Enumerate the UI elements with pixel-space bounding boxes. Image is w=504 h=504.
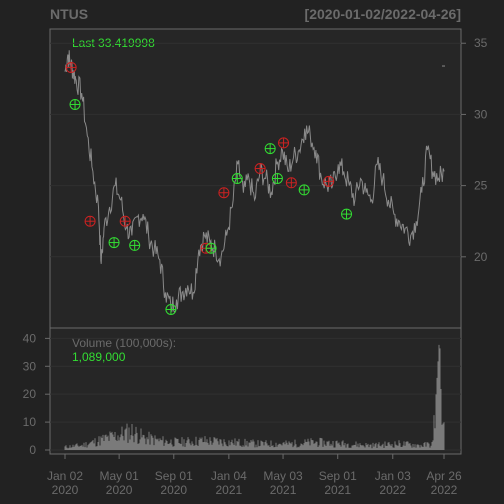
sell-marker [285, 177, 297, 189]
buy-marker [205, 242, 217, 254]
x-tick-year: 2022 [379, 483, 406, 497]
buy-marker [264, 143, 276, 155]
x-tick-date: Sep 01 [155, 469, 193, 483]
x-tick-year: 2022 [431, 483, 458, 497]
x-tick-year: 2020 [106, 483, 133, 497]
buy-marker [298, 184, 310, 196]
sell-marker [65, 61, 77, 73]
sell-marker [278, 137, 290, 149]
x-tick-year: 2021 [216, 483, 243, 497]
volume-ytick-label: 30 [23, 359, 37, 373]
volume-ytick-label: 40 [23, 331, 37, 345]
volume-ytick-label: 10 [23, 415, 37, 429]
sell-marker [323, 175, 335, 187]
buy-marker [69, 98, 81, 110]
volume-ytick-label: 20 [23, 387, 37, 401]
price-panel-bg [49, 28, 462, 329]
x-tick-date: Apr 26 [426, 469, 462, 483]
volume-value: 1,089,000 [72, 350, 126, 364]
buy-marker [165, 303, 177, 315]
sell-marker [119, 215, 131, 227]
volume-panel-bg [49, 327, 462, 455]
symbol-title: NTUS [50, 6, 88, 22]
price-ytick-label: 20 [474, 250, 488, 264]
price-line [64, 50, 445, 314]
price-ytick-label: 30 [474, 107, 488, 121]
x-tick-year: 2021 [270, 483, 297, 497]
volume-label: Volume (100,000s): [72, 336, 176, 350]
buy-marker [271, 173, 283, 184]
x-tick-date: Jan 03 [375, 469, 411, 483]
x-tick-date: Jan 04 [211, 469, 247, 483]
x-tick-year: 2020 [52, 483, 79, 497]
x-tick-date: May 03 [263, 469, 303, 483]
x-tick-year: 2021 [324, 483, 351, 497]
volume-ytick-label: 0 [29, 443, 36, 457]
sell-marker [218, 187, 230, 199]
sell-marker [84, 215, 96, 227]
buy-marker [129, 239, 141, 251]
buy-marker [341, 208, 353, 220]
buy-marker [108, 237, 120, 249]
sell-marker [254, 163, 266, 175]
x-tick-date: Sep 01 [319, 469, 357, 483]
date-range-title: [2020-01-02/2022-04-26] [305, 6, 461, 22]
price-ytick-label: 35 [474, 36, 488, 50]
price-ytick-label: 25 [474, 179, 488, 193]
x-tick-date: May 01 [99, 469, 139, 483]
x-tick-date: Jan 02 [47, 469, 83, 483]
buy-marker [231, 173, 243, 184]
x-tick-year: 2020 [160, 483, 187, 497]
